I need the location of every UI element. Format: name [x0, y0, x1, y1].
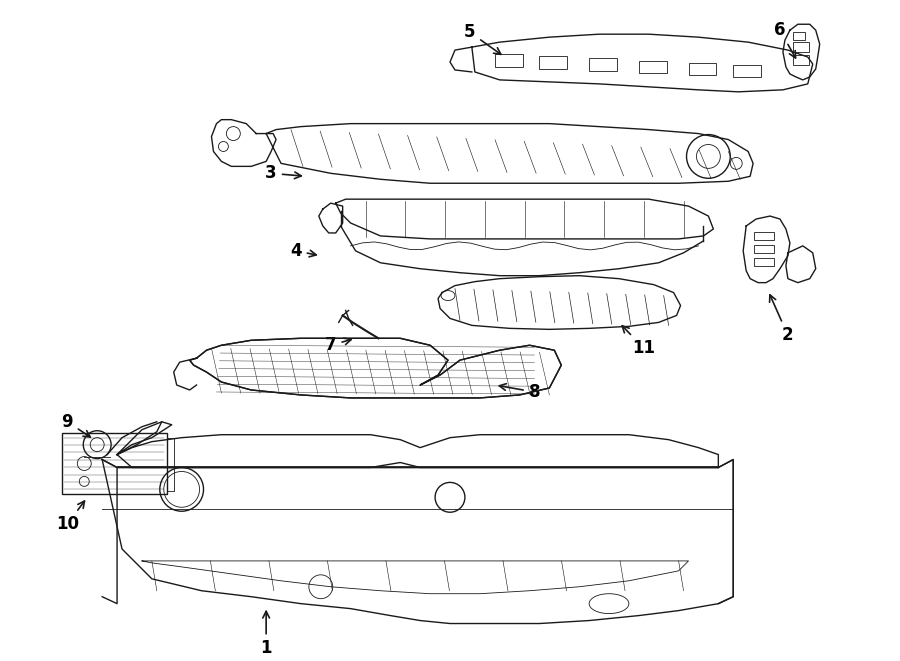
Bar	[793, 55, 809, 65]
Polygon shape	[336, 199, 714, 239]
Text: 6: 6	[774, 21, 796, 58]
Polygon shape	[472, 34, 813, 92]
Text: 8: 8	[500, 383, 540, 401]
Bar	[62, 433, 166, 494]
Polygon shape	[438, 276, 680, 329]
Polygon shape	[786, 246, 815, 283]
Bar	[495, 54, 523, 67]
Polygon shape	[743, 216, 790, 283]
Bar	[539, 56, 567, 69]
Polygon shape	[190, 338, 562, 398]
Bar	[754, 245, 774, 253]
Polygon shape	[103, 459, 734, 623]
Bar	[793, 42, 809, 52]
Polygon shape	[117, 435, 718, 467]
Bar	[639, 61, 667, 73]
Polygon shape	[212, 120, 276, 167]
Text: 10: 10	[56, 501, 85, 533]
Text: 1: 1	[260, 611, 272, 658]
Bar	[754, 232, 774, 240]
Text: 9: 9	[61, 412, 90, 437]
Bar	[688, 63, 716, 75]
Text: 4: 4	[290, 242, 316, 260]
Text: 7: 7	[325, 336, 351, 354]
Polygon shape	[319, 203, 343, 233]
Polygon shape	[266, 124, 753, 183]
Bar	[590, 58, 617, 71]
Text: 5: 5	[464, 23, 501, 54]
Text: 11: 11	[622, 326, 655, 357]
Polygon shape	[783, 24, 820, 80]
Bar	[754, 258, 774, 266]
Text: 2: 2	[770, 295, 794, 344]
Text: 3: 3	[266, 165, 302, 182]
Bar	[793, 32, 805, 40]
Bar	[734, 65, 761, 77]
